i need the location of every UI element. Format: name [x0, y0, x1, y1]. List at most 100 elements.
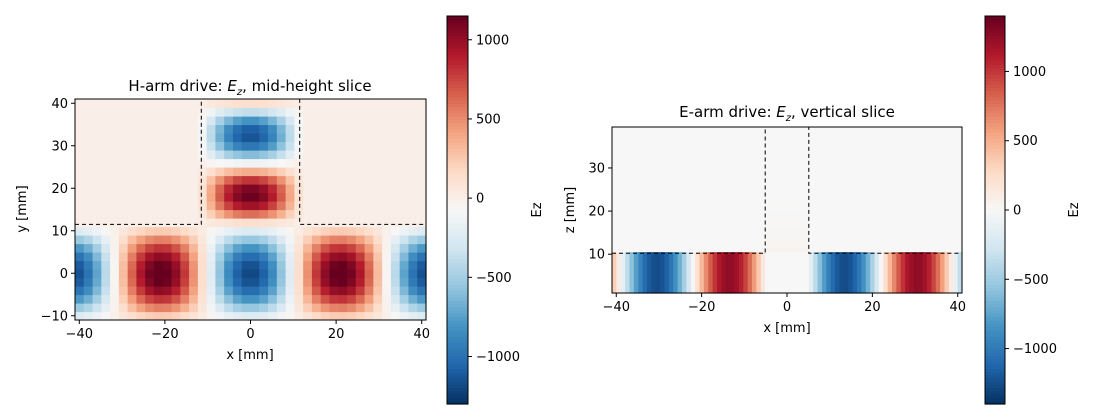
e-arm-heatmap-cell: [616, 140, 622, 147]
e-arm-heatmap-cell: [734, 173, 740, 179]
h-arm-heatmap-cell: [399, 269, 410, 279]
e-arm-heatmap-cell: [791, 251, 797, 257]
e-arm-heatmap-cell: [957, 219, 963, 225]
e-arm-heatmap-cell: [787, 127, 792, 133]
e-arm-heatmap-cell: [909, 159, 915, 165]
e-arm-heatmap-cell: [682, 186, 687, 193]
e-arm-heatmap-cell: [708, 260, 714, 266]
e-arm-heatmap-cell: [668, 127, 674, 133]
e-arm-heatmap-cell: [782, 205, 788, 211]
e-arm-heatmap-cell: [734, 182, 740, 188]
h-arm-heatmap-cell: [250, 107, 260, 117]
h-arm-heatmap-cell: [92, 150, 102, 160]
e-arm-heatmap-cell: [931, 274, 937, 280]
h-arm-heatmap-cell: [153, 150, 164, 160]
e-arm-colorbar-segment: [985, 180, 1005, 185]
e-arm-heatmap-cell: [773, 131, 779, 137]
e-arm-heatmap-cell: [822, 265, 827, 271]
e-arm-heatmap-cell: [765, 186, 771, 193]
h-arm-heatmap-cell: [215, 286, 225, 296]
h-arm-heatmap-cell: [136, 218, 146, 228]
e-arm-heatmap-cell: [769, 191, 775, 197]
e-arm-heatmap-cell: [686, 182, 692, 188]
e-arm-heatmap-cell: [918, 223, 924, 230]
e-arm-heatmap-cell: [699, 210, 705, 216]
e-arm-heatmap-cell: [655, 265, 661, 271]
h-arm-heatmap-cell: [215, 107, 225, 117]
e-arm-heatmap-cell: [813, 177, 819, 183]
e-arm-heatmap-cell: [747, 131, 753, 137]
e-arm-heatmap-cell: [708, 214, 714, 220]
h-arm-heatmap-cell: [417, 286, 427, 296]
h-arm-heatmap-cell: [373, 184, 383, 194]
e-arm-heatmap-cell: [896, 145, 902, 151]
e-arm-heatmap-cell: [655, 214, 661, 220]
e-arm-heatmap-cell: [756, 274, 762, 280]
h-arm-heatmap-cell: [364, 269, 374, 279]
e-arm-heatmap-cell: [703, 274, 709, 280]
e-arm-heatmap-cell: [695, 219, 701, 225]
e-arm-heatmap-cell: [874, 182, 880, 188]
e-arm-heatmap-cell: [752, 205, 757, 211]
e-arm-heatmap-cell: [708, 145, 714, 151]
h-arm-heatmap-cell: [206, 260, 216, 270]
e-arm-heatmap-cell: [747, 223, 753, 230]
e-arm-colorbar-segment: [985, 45, 1005, 49]
e-arm-heatmap-cell: [905, 182, 911, 188]
e-arm-heatmap-cell: [686, 269, 692, 276]
e-arm-heatmap-cell: [918, 214, 924, 220]
e-arm-heatmap-cell: [708, 283, 714, 289]
e-arm-heatmap-cell: [883, 191, 889, 197]
h-arm-heatmap-cell: [382, 99, 392, 109]
e-arm-heatmap-cell: [708, 186, 714, 193]
e-arm-heatmap-cell: [822, 210, 827, 216]
e-arm-heatmap-cell: [682, 283, 687, 289]
e-arm-heatmap-cell: [787, 140, 792, 147]
e-arm-heatmap-cell: [887, 173, 893, 179]
e-arm-heatmap-cell: [752, 219, 757, 225]
e-arm-heatmap-cell: [660, 265, 666, 271]
h-arm-heatmap-cell: [215, 269, 225, 279]
e-arm-heatmap-cell: [752, 186, 757, 193]
e-arm-heatmap-cell: [699, 283, 705, 289]
e-arm-heatmap-cell: [677, 228, 683, 234]
e-arm-heatmap-cell: [887, 140, 893, 147]
e-arm-heatmap-cell: [944, 154, 950, 160]
h-arm-heatmap-cell: [294, 260, 304, 270]
e-arm-heatmap-cell: [673, 205, 679, 211]
e-arm-heatmap-cell: [795, 191, 801, 197]
e-arm-heatmap-cell: [900, 196, 906, 202]
e-arm-colorbar-segment: [985, 16, 1005, 20]
e-arm-heatmap-cell: [647, 200, 652, 206]
e-arm-heatmap-cell: [957, 265, 963, 271]
h-arm-heatmap-cell: [241, 150, 252, 160]
h-arm-heatmap-cell: [320, 158, 331, 168]
e-arm-heatmap-cell: [673, 159, 679, 165]
e-arm-heatmap-cell: [953, 205, 959, 211]
e-arm-heatmap-cell: [848, 168, 854, 174]
h-arm-heatmap-cell: [145, 150, 155, 160]
h-arm-heatmap-cell: [329, 235, 339, 245]
e-arm-heatmap-cell: [629, 150, 635, 156]
e-arm-heatmap-cell: [673, 145, 679, 151]
e-arm-heatmap-cell: [686, 177, 692, 183]
e-arm-heatmap-cell: [800, 279, 806, 285]
e-arm-heatmap-cell: [756, 237, 762, 243]
h-arm-heatmap-cell: [390, 286, 401, 296]
h-arm-heatmap-cell: [153, 235, 164, 245]
e-arm-heatmap-cell: [817, 177, 823, 183]
e-arm-heatmap-cell: [953, 131, 959, 137]
e-arm-heatmap-cell: [717, 150, 722, 156]
h-arm-heatmap-cell: [285, 252, 295, 262]
e-arm-heatmap-cell: [642, 140, 648, 147]
e-arm-heatmap-cell: [826, 168, 832, 174]
e-arm-heatmap-cell: [900, 214, 906, 220]
e-arm-heatmap-cell: [852, 233, 858, 239]
e-arm-heatmap-cell: [725, 288, 731, 294]
h-arm-colorbar-segment: [447, 284, 468, 289]
e-arm-heatmap-cell: [870, 228, 876, 234]
h-arm-heatmap-cell: [118, 252, 129, 262]
e-arm-heatmap-cell: [839, 136, 845, 142]
h-arm-heatmap-cell: [75, 141, 85, 151]
e-arm-heatmap-cell: [773, 256, 779, 262]
